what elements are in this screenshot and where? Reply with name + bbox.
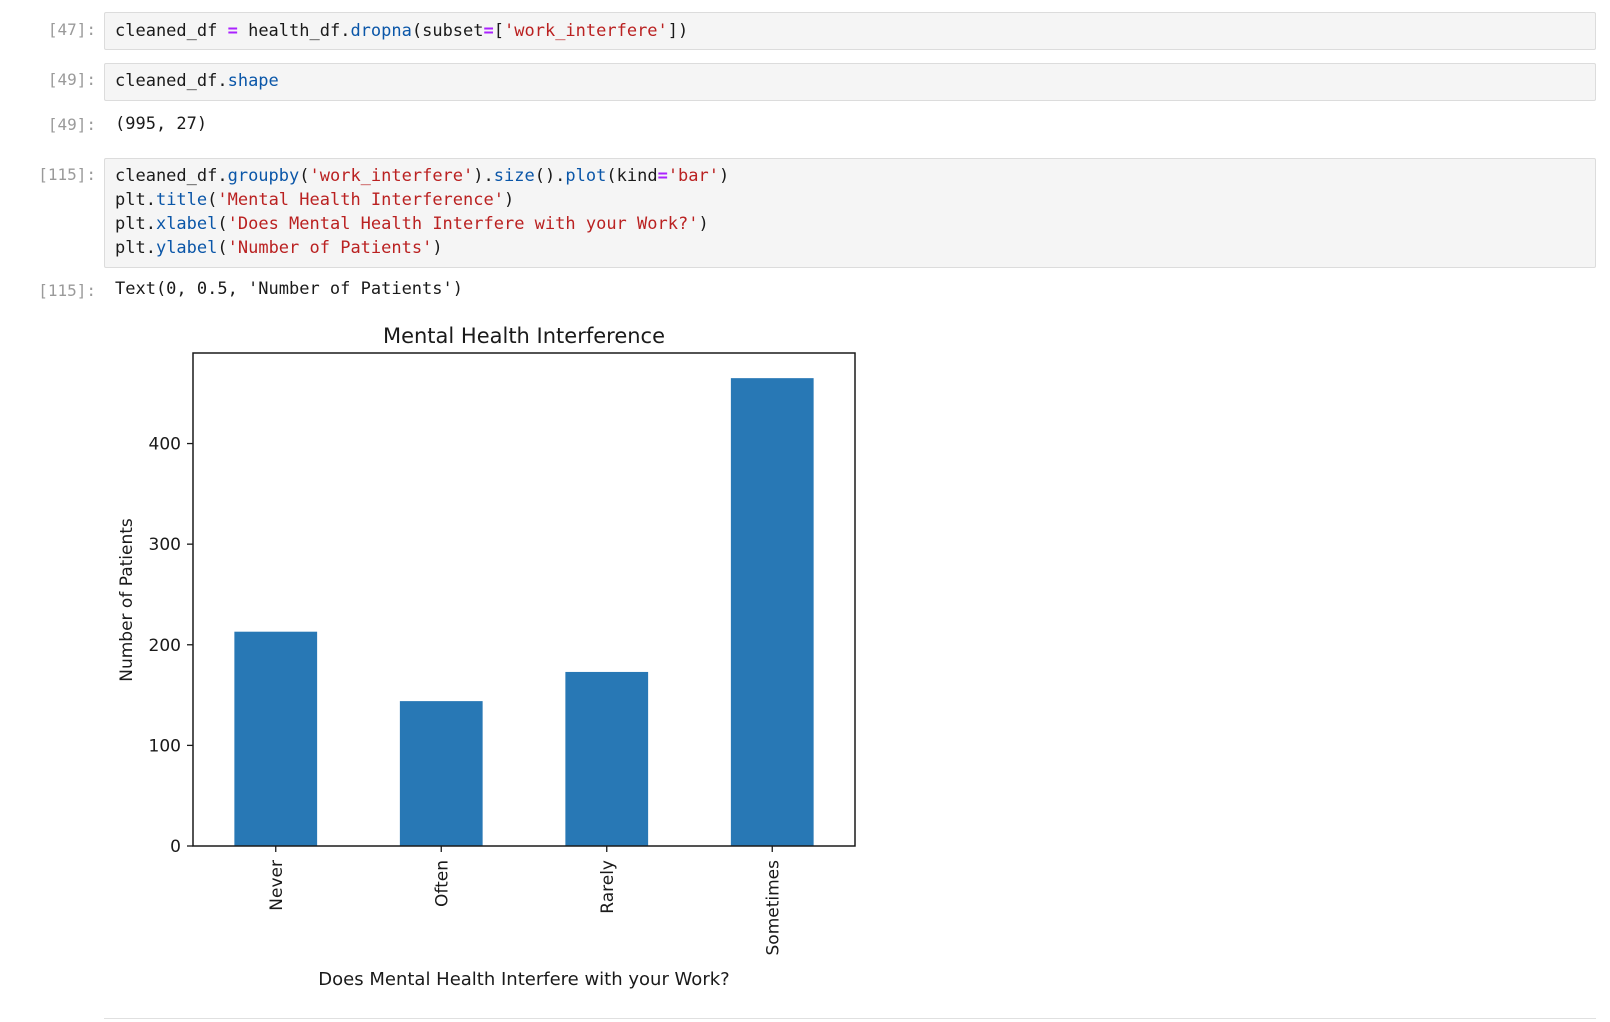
x-axis-label: Does Mental Health Interfere with your W… (318, 969, 729, 990)
code-token: = (483, 21, 494, 41)
bar-rarely (565, 671, 649, 846)
code-line-2: plt.title('Mental Health Interference') (115, 188, 514, 212)
code-token: ]) (667, 21, 689, 41)
output-text-49: (995, 27) (115, 114, 208, 134)
code-token: size (493, 166, 535, 186)
chart-title: Mental Health Interference (383, 324, 665, 348)
code-token: ) (698, 214, 709, 234)
code-token: xlabel (155, 214, 218, 234)
output-prompt-49: [49]: (47, 115, 96, 134)
code-token: = (657, 166, 668, 186)
bar-sometimes (730, 378, 814, 846)
code-token: ( (217, 238, 228, 258)
code-token: ylabel (155, 238, 218, 258)
code-token: title (155, 190, 208, 210)
code-token: dropna (350, 21, 412, 41)
code-token: 'Number of Patients' (227, 238, 433, 258)
code-token: ( (207, 190, 218, 210)
input-prompt-47: [47]: (47, 20, 96, 39)
input-prompt-115: [115]: (38, 165, 96, 184)
code-token: = (227, 21, 238, 41)
output-prompt-115: [115]: (38, 281, 96, 300)
y-axis-label: Number of Patients (117, 518, 137, 682)
code-token: cleaned_df. (115, 71, 228, 91)
y-tick-label: 400 (149, 435, 181, 455)
code-token: 'bar' (667, 166, 719, 186)
x-tick-label: Never (267, 860, 287, 911)
cell-divider (104, 1018, 1596, 1019)
code-token: ) (719, 166, 730, 186)
x-tick-label: Often (432, 860, 452, 907)
code-cell-115[interactable]: cleaned_df.groupby('work_interfere').siz… (104, 158, 1596, 268)
y-tick-label: 100 (149, 736, 181, 756)
code-token: [ (493, 21, 505, 41)
code-token: groupby (227, 166, 300, 186)
code-token: plot (565, 166, 607, 186)
y-tick-label: 200 (149, 636, 181, 656)
code-token: 'work_interfere' (309, 166, 474, 186)
bar-never (234, 631, 318, 846)
bar-chart: Mental Health Interference 0 100 200 300 400… (117, 324, 856, 990)
code-token: ) (503, 190, 515, 210)
code-token: ( (217, 214, 228, 234)
code-token: cleaned_df (115, 21, 228, 41)
bar-often (399, 701, 483, 846)
code-token: shape (227, 71, 279, 91)
code-token: 'Does Mental Health Interfere with your … (227, 214, 699, 234)
code-line: cleaned_df.shape (115, 69, 279, 93)
code-token: ). (473, 166, 494, 186)
x-tick-label: Sometimes (763, 860, 783, 956)
code-line: cleaned_df = health_df.dropna(subset=['w… (115, 19, 688, 43)
y-tick-label: 0 (170, 837, 181, 857)
code-token: plt. (115, 190, 156, 210)
code-token: health_df. (237, 21, 351, 41)
code-token: plt. (115, 238, 156, 258)
input-prompt-49: [49]: (47, 70, 96, 89)
y-tick-label: 300 (149, 535, 181, 555)
code-line-4: plt.ylabel('Number of Patients') (115, 236, 443, 260)
x-tick-label: Rarely (598, 860, 618, 914)
code-token: 'Mental Health Interference' (217, 190, 504, 210)
code-token: cleaned_df. (115, 166, 228, 186)
code-line-1: cleaned_df.groupby('work_interfere').siz… (115, 164, 729, 188)
code-line-3: plt.xlabel('Does Mental Health Interfere… (115, 212, 709, 236)
code-cell-49[interactable]: cleaned_df.shape (104, 63, 1596, 101)
code-token: (kind (606, 166, 658, 186)
code-token: plt. (115, 214, 156, 234)
code-token: ( (299, 166, 310, 186)
code-cell-47[interactable]: cleaned_df = health_df.dropna(subset=['w… (104, 12, 1596, 50)
output-text-115: Text(0, 0.5, 'Number of Patients') (115, 279, 463, 299)
code-token: (subset (411, 21, 484, 41)
code-token: 'work_interfere' (504, 21, 668, 41)
code-token: ) (432, 238, 443, 258)
code-token: (). (534, 166, 566, 186)
plot-frame (192, 352, 856, 847)
